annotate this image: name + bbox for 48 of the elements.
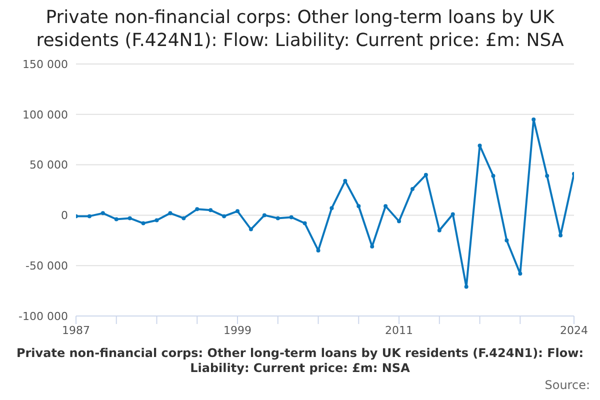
point: [182, 216, 186, 220]
point: [464, 284, 468, 289]
x-tick-label: 1987: [62, 324, 90, 337]
point: [397, 219, 402, 224]
y-tick-label: -50 000: [26, 260, 68, 273]
point: [478, 144, 482, 148]
point: [236, 209, 240, 214]
point: [558, 233, 563, 238]
point: [87, 214, 92, 218]
point: [316, 248, 320, 252]
point: [289, 215, 294, 220]
point: [410, 186, 414, 191]
point: [141, 221, 146, 226]
point: [356, 204, 361, 208]
y-tick-label: -100 000: [18, 310, 68, 323]
y-tick-label: 100 000: [22, 108, 68, 122]
chart-title: Private non-financial corps: Other long-term loans by UK residents (F.424N1): Flow: Liability: Current price: £m: NSA: [35, 6, 565, 52]
point: [384, 204, 388, 208]
point: [302, 221, 307, 226]
point: [222, 214, 226, 218]
point: [114, 217, 118, 222]
point: [195, 207, 200, 212]
point: [437, 228, 442, 232]
point: [491, 174, 496, 178]
y-tick-label: 0: [61, 209, 68, 222]
y-tick-label: 150 000: [22, 58, 68, 71]
point: [450, 212, 455, 216]
point: [518, 272, 522, 276]
x-tick-label: 2024: [560, 324, 588, 337]
point: [330, 206, 334, 210]
x-tick-label: 2011: [385, 324, 414, 337]
x-tick-label: 1999: [224, 324, 252, 337]
point: [343, 178, 348, 183]
x-axis-title: Private non-financial corps: Other long-term loans by UK residents (F.424N1): Flow: Liability: Current price: £m: NSA: [15, 346, 585, 376]
point: [262, 213, 266, 218]
point: [208, 208, 213, 212]
point: [100, 211, 105, 216]
point: [504, 238, 509, 242]
point: [128, 216, 132, 220]
point: [154, 218, 159, 222]
y-tick-label: 50 000: [30, 158, 68, 172]
source-note: Source:: [544, 378, 590, 392]
point: [168, 211, 172, 216]
point: [248, 227, 253, 232]
point: [545, 174, 550, 178]
point: [532, 117, 536, 122]
point: [424, 172, 428, 177]
point: [276, 216, 280, 220]
